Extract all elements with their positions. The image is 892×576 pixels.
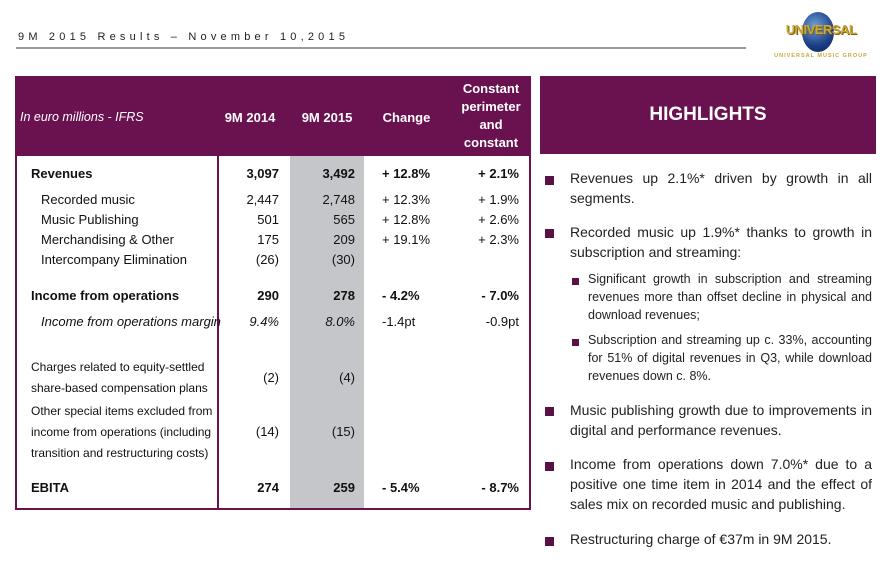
- value-9m2014: (2): [263, 370, 279, 385]
- value-9m2015: 2,748: [322, 192, 355, 207]
- header-units: In euro millions - IFRS: [20, 110, 144, 124]
- value-constant: -0.9pt: [485, 314, 519, 329]
- value-9m2014: 501: [257, 212, 279, 227]
- value-9m2015: 278: [333, 288, 355, 303]
- value-change: + 19.1%: [382, 232, 431, 247]
- value-9m2014: 290: [257, 288, 279, 303]
- value-9m2014: (14): [255, 424, 279, 439]
- highlight-item: Income from operations down 7.0%* due to…: [570, 456, 872, 512]
- header-constant: Constant perimeter and constant currency…: [459, 81, 523, 168]
- value-9m2014: 175: [257, 232, 279, 247]
- page-title: 9M 2015 Results – November 10,2015: [18, 31, 350, 43]
- value-9m2015: 209: [333, 232, 355, 247]
- value-9m2015: (30): [331, 252, 355, 267]
- row-label: Intercompany Elimination: [41, 252, 187, 267]
- value-change: + 12.3%: [382, 192, 431, 207]
- value-9m2014: 2,447: [246, 192, 279, 207]
- highlight-subitem: Significant growth in subscription and s…: [588, 272, 872, 322]
- header-9m2015: 9M 2015: [301, 110, 353, 125]
- row-label: Music Publishing: [41, 212, 139, 227]
- value-9m2014: 3,097: [246, 166, 279, 181]
- value-change: + 12.8%: [382, 166, 431, 181]
- value-constant: + 2.6%: [478, 212, 519, 227]
- value-9m2015: 8.0%: [325, 314, 355, 329]
- highlight-item: Restructuring charge of €37m in 9M 2015.: [570, 531, 832, 547]
- value-constant: + 2.3%: [478, 232, 519, 247]
- row-label: Recorded music: [41, 192, 135, 207]
- table-header: In euro millions - IFRS 9M 2014 9M 2015 …: [17, 78, 529, 168]
- sub-bullet-icon: [572, 278, 579, 285]
- results-table: In euro millions - IFRS 9M 2014 9M 2015 …: [15, 76, 531, 510]
- row-label: Revenues: [31, 166, 93, 181]
- value-change: - 4.2%: [382, 288, 420, 303]
- value-9m2015: (4): [339, 370, 355, 385]
- row-label: Income from operations margin: [41, 314, 221, 329]
- value-constant: - 7.0%: [481, 288, 519, 303]
- row-label: EBITA: [31, 480, 70, 495]
- globe-icon: [802, 12, 834, 52]
- highlight-column: [290, 156, 364, 508]
- value-change: - 5.4%: [382, 480, 420, 495]
- highlight-item: Recorded music up 1.9%* thanks to growth…: [570, 224, 872, 260]
- row-label: Other special items excluded from income…: [31, 404, 213, 460]
- highlights-title: HIGHLIGHTS: [540, 76, 876, 154]
- header-9m2014: 9M 2014: [224, 110, 276, 125]
- value-change: + 12.8%: [382, 212, 431, 227]
- column-divider: [217, 156, 219, 508]
- bullet-icon: [545, 407, 554, 416]
- bullet-icon: [545, 462, 554, 471]
- value-9m2014: (26): [255, 252, 279, 267]
- bullet-icon: [545, 537, 554, 546]
- highlight-subitem: Subscription and streaming up c. 33%, ac…: [588, 333, 872, 383]
- logo-subtext: UNIVERSAL MUSIC GROUP: [774, 53, 868, 59]
- value-9m2014: 274: [257, 480, 279, 495]
- header-change: Change: [382, 110, 431, 125]
- value-constant: + 1.9%: [478, 192, 519, 207]
- value-constant: - 8.7%: [481, 480, 519, 495]
- sub-bullet-icon: [572, 339, 579, 346]
- value-change: -1.4pt: [382, 314, 416, 329]
- bullet-icon: [545, 229, 554, 238]
- value-constant: + 2.1%: [478, 166, 519, 181]
- row-label: Merchandising & Other: [41, 232, 174, 247]
- highlight-item: Music publishing growth due to improveme…: [570, 402, 872, 438]
- value-9m2015: 3,492: [322, 166, 355, 181]
- title-divider: [16, 47, 746, 49]
- value-9m2015: 565: [333, 212, 355, 227]
- value-9m2014: 9.4%: [249, 314, 279, 329]
- highlight-item: Revenues up 2.1%* driven by growth in al…: [570, 170, 872, 206]
- row-label: Income from operations: [31, 288, 180, 303]
- value-9m2015: (15): [331, 424, 355, 439]
- row-label: Charges related to equity-settled share-…: [31, 360, 208, 395]
- bullet-icon: [545, 176, 554, 185]
- value-9m2015: 259: [333, 480, 355, 495]
- logo-wordmark: UNIVERSAL: [785, 22, 857, 37]
- universal-logo: UNIVERSAL UNIVERSAL MUSIC GROUP: [757, 8, 885, 64]
